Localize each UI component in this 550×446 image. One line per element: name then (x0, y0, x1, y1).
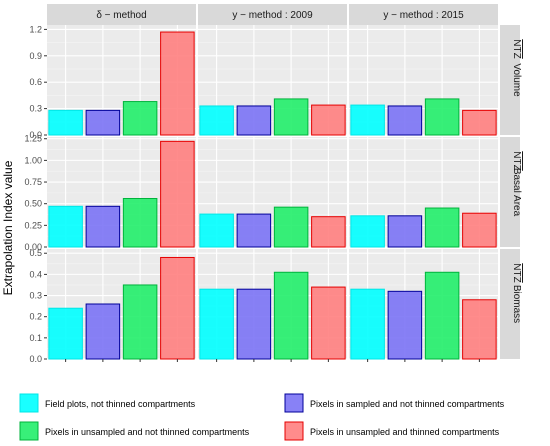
y-tick-label: 0.6 (29, 77, 42, 87)
row-strip-label-text: Basal Area (511, 168, 522, 217)
y-tick-label: 0.5 (29, 248, 42, 258)
y-tick-label: 0.25 (24, 220, 42, 230)
bar (387, 215, 423, 248)
bar (48, 109, 83, 136)
bar (85, 303, 121, 360)
row-strip-label: Volume (511, 63, 522, 97)
y-tick-label: 0.50 (24, 199, 42, 209)
row-strip-overline-label: NTZ (511, 263, 522, 282)
bar (160, 31, 195, 136)
bar (236, 288, 272, 360)
legend: Field plots, not thinned compartments Pix… (19, 393, 505, 441)
y-tick-label: 0.3 (29, 104, 42, 114)
bar (350, 215, 385, 248)
panels (47, 25, 498, 360)
bar (273, 98, 309, 136)
bar (424, 207, 460, 248)
bar (462, 299, 497, 360)
column-strip-label: y − method : 2009 (232, 10, 313, 21)
y-tick-label: 0.3 (29, 291, 42, 301)
legend-label: Pixels in unsampled and thinned compartm… (310, 427, 500, 437)
row-strip-label: Basal Area (511, 168, 522, 217)
bar (199, 288, 234, 360)
column-strip-label: δ − method (96, 10, 146, 21)
legend-key (19, 393, 39, 413)
legend-key (284, 421, 304, 441)
bar (273, 271, 309, 360)
row-strip-label: Biomass (511, 285, 522, 323)
bar (311, 286, 346, 360)
legend-key (284, 393, 304, 413)
y-tick-label: 0.0 (29, 130, 42, 140)
legend-label: Field plots, not thinned compartments (45, 399, 196, 409)
y-tick-label: 1.25 (24, 134, 42, 144)
row-strip-overline-label: NTZ (511, 39, 522, 58)
row-strip (500, 25, 520, 135)
bar (160, 256, 195, 360)
bar (462, 212, 497, 248)
bar (122, 197, 158, 248)
bar (122, 284, 158, 360)
bar (236, 213, 272, 248)
bar (273, 206, 309, 248)
legend-label: Pixels in unsampled and not thinned comp… (45, 427, 250, 437)
bar (311, 104, 346, 136)
column-strip (349, 4, 498, 25)
row-strip-label-text: Volume (511, 63, 522, 97)
bar (236, 105, 272, 136)
bar (48, 205, 83, 248)
y-tick-label: 0.4 (29, 269, 42, 279)
bar (48, 307, 83, 360)
bar (199, 213, 234, 248)
bar (160, 140, 195, 248)
y-axes: 0.00.30.60.91.20.000.250.500.751.001.250… (24, 24, 47, 364)
bar (387, 290, 423, 360)
y-tick-label: 0.0 (29, 354, 42, 364)
bar (350, 104, 385, 136)
bar (387, 105, 423, 136)
y-tick-label: 1.2 (29, 24, 42, 34)
y-tick-label: 0.2 (29, 312, 42, 322)
y-tick-label: 0.00 (24, 242, 42, 252)
y-tick-label: 1.00 (24, 155, 42, 165)
row-strip-label-text: Biomass (511, 285, 522, 323)
legend-key (19, 421, 39, 441)
row-strip (500, 137, 520, 247)
y-tick-label: 0.75 (24, 177, 42, 187)
row-strip (500, 249, 520, 359)
bar (311, 216, 346, 248)
bar (350, 288, 385, 360)
column-strip (198, 4, 347, 25)
column-strip-label: y − method : 2015 (383, 10, 464, 21)
y-tick-label: 0.1 (29, 333, 42, 343)
bar (462, 109, 497, 136)
row-strip-overline-label: NTZ (511, 151, 522, 170)
bar (424, 98, 460, 136)
x-axis-ticks (65, 359, 480, 362)
bar (122, 101, 158, 136)
column-strip (47, 4, 196, 25)
column-strips: δ − method y − method : 2009 y − method : … (47, 4, 498, 25)
bar (424, 271, 460, 360)
bar (199, 105, 234, 136)
legend-label: Pixels in sampled and not thinned compar… (310, 399, 505, 409)
bar (85, 205, 121, 248)
bar (85, 109, 121, 136)
y-axis-label: Extrapolation Index value (1, 160, 15, 295)
y-tick-label: 0.9 (29, 51, 42, 61)
